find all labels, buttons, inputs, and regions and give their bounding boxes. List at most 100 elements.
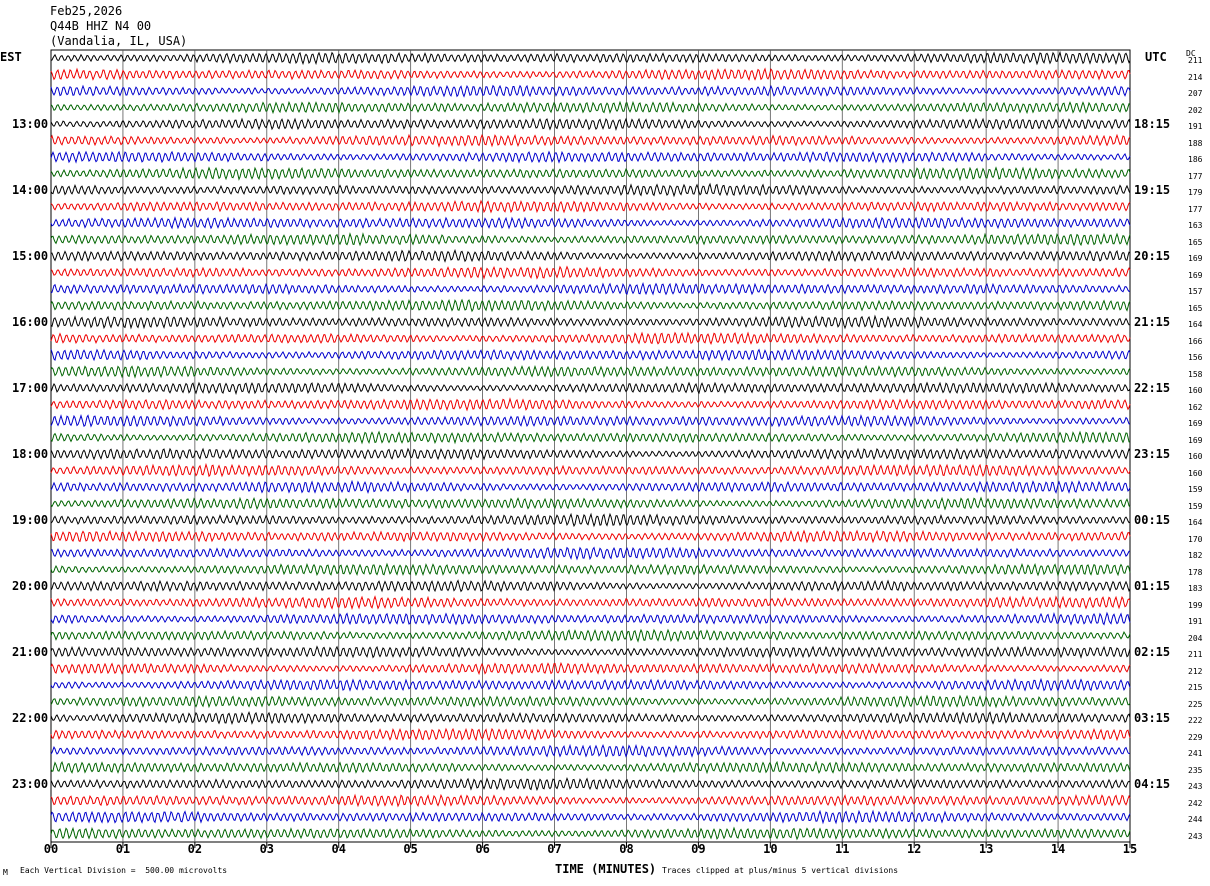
x-tick-label: 14 [1050, 842, 1066, 856]
est-time-label: 13:00 [12, 117, 49, 131]
dc-offset-label: 157 [1188, 287, 1203, 296]
trace-blue [50, 479, 1131, 494]
est-time-label: 16:00 [12, 315, 49, 329]
trace-green [50, 298, 1131, 313]
trace-black [50, 182, 1131, 198]
trace-red [50, 595, 1131, 611]
dc-offset-label: 164 [1188, 320, 1203, 329]
x-tick-label: 09 [691, 842, 706, 856]
dc-offset-label: 222 [1188, 716, 1203, 725]
x-tick-label: 02 [187, 842, 203, 856]
trace-red [50, 661, 1131, 676]
dc-offset-label: 225 [1188, 699, 1203, 709]
trace-red [50, 133, 1131, 148]
trace-black [50, 512, 1131, 528]
dc-offset-label: 164 [1188, 518, 1203, 527]
dc-offset-label: 159 [1188, 485, 1203, 494]
x-tick-label: 12 [906, 842, 922, 856]
header-station: Q44B HHZ N4 00 [50, 19, 152, 33]
dc-offset-label: 241 [1188, 749, 1203, 758]
trace-red [50, 331, 1131, 345]
utc-time-label: 01:15 [1134, 579, 1171, 593]
trace-blue [50, 677, 1131, 692]
x-tick-label: 01 [115, 842, 131, 856]
trace-blue [50, 216, 1131, 230]
trace-red [50, 397, 1131, 412]
x-axis-title: TIME (MINUTES) [555, 862, 657, 876]
dc-offset-label: 165 [1188, 237, 1203, 247]
est-time-label: 23:00 [12, 777, 49, 791]
trace-red [50, 67, 1131, 82]
trace-blue [50, 546, 1131, 561]
trace-green [50, 694, 1131, 709]
clip-note: Traces clipped at plus/minus 5 vertical … [662, 866, 899, 875]
dc-offset-label: 162 [1188, 402, 1203, 412]
dc-offset-label: 160 [1188, 452, 1203, 461]
x-tick-label: 03 [259, 842, 275, 856]
left-timezone-label: EST [0, 50, 22, 64]
utc-time-label: 19:15 [1134, 183, 1171, 197]
dc-offset-label: 211 [1188, 56, 1203, 65]
dc-offset-label: 165 [1188, 303, 1203, 313]
est-time-label: 14:00 [12, 183, 49, 197]
trace-blue [50, 743, 1131, 758]
dc-offset-label: 202 [1188, 105, 1203, 115]
trace-black [50, 50, 1131, 66]
trace-green [50, 232, 1131, 247]
trace-blue [50, 84, 1131, 98]
dc-offset-label: 159 [1188, 501, 1203, 511]
dc-offset-label: 163 [1188, 221, 1203, 230]
est-time-label: 17:00 [12, 381, 49, 395]
trace-red [50, 727, 1131, 742]
dc-offset-label: 158 [1188, 369, 1203, 379]
trace-red [50, 793, 1131, 808]
dc-offset-label: 207 [1188, 89, 1203, 98]
utc-time-label: 22:15 [1134, 381, 1171, 395]
trace-green [50, 430, 1131, 445]
trace-black [50, 447, 1131, 461]
x-tick-label: 08 [619, 842, 634, 856]
trace-green [50, 826, 1131, 841]
utc-time-label: 04:15 [1134, 777, 1171, 791]
dc-offset-label: 188 [1188, 138, 1203, 148]
dc-offset-label: 215 [1188, 683, 1203, 692]
right-timezone-label: UTC [1145, 50, 1167, 64]
trace-blue [50, 809, 1131, 825]
dc-offset-label: 169 [1188, 254, 1203, 263]
trace-blue [50, 348, 1131, 362]
plot-frame [50, 49, 1131, 843]
dc-offset-label: 169 [1188, 419, 1203, 428]
minute-gridlines [122, 50, 1059, 842]
est-time-label: 20:00 [12, 579, 49, 593]
dc-offset-label: 160 [1188, 386, 1203, 395]
trace-blue [50, 150, 1131, 164]
trace-black [50, 645, 1131, 659]
trace-blue [50, 611, 1131, 626]
dc-offset-label: 186 [1188, 155, 1203, 164]
dc-offset-label: 177 [1188, 171, 1203, 181]
trace-black [50, 776, 1131, 792]
header-date: Feb25,2026 [50, 4, 123, 18]
header-location: (Vandalia, IL, USA) [50, 34, 188, 48]
dc-offset-label: 169 [1188, 270, 1203, 280]
x-tick-label: 00 [43, 842, 59, 856]
est-time-label: 18:00 [12, 447, 49, 461]
utc-time-label: 20:15 [1134, 249, 1171, 263]
trace-red [50, 462, 1131, 478]
x-tick-label: 04 [331, 842, 346, 856]
trace-green [50, 166, 1131, 182]
dc-offset-label: 229 [1188, 732, 1203, 742]
dc-offset-label: 169 [1188, 435, 1203, 445]
dc-offset-label: 235 [1188, 765, 1203, 775]
dc-offset-label: 166 [1188, 336, 1203, 346]
dc-offset-label: 178 [1188, 567, 1203, 577]
x-tick-label: 10 [763, 842, 778, 856]
utc-time-label: 23:15 [1134, 447, 1171, 461]
dc-offset-label: 156 [1188, 353, 1203, 362]
x-tick-label: 07 [547, 842, 562, 856]
trace-green [50, 628, 1131, 643]
x-tick-label: 06 [475, 842, 490, 856]
dc-offset-label: 243 [1188, 831, 1203, 841]
trace-green [50, 562, 1131, 577]
